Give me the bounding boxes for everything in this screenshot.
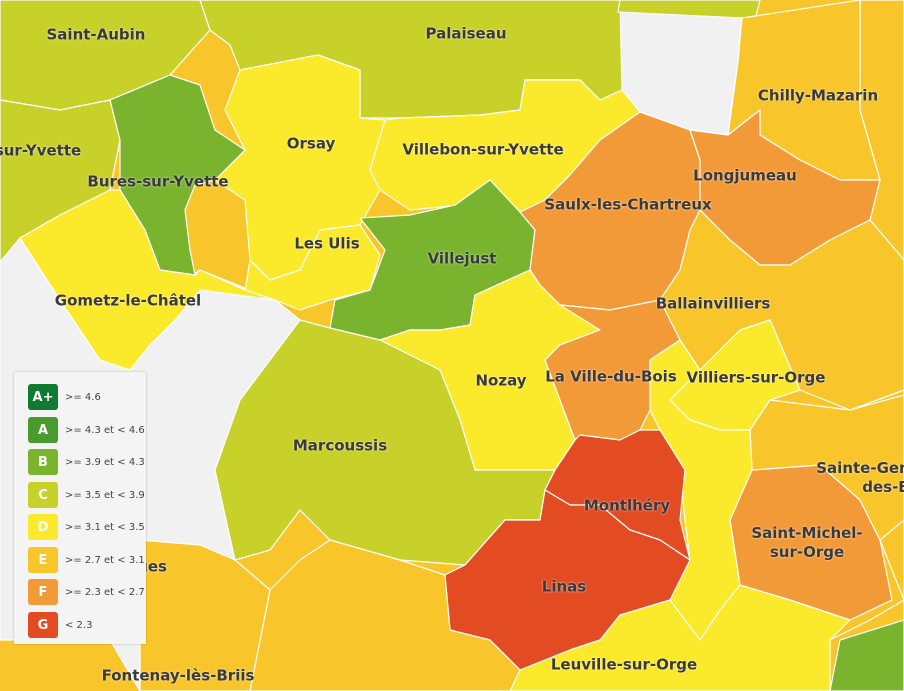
label-montlhery: Montlhéry <box>583 496 671 515</box>
region-east-green[interactable] <box>829 619 904 691</box>
legend-item-e: E >= 2.7 et < 3.1 <box>28 547 145 573</box>
legend-item-d: D >= 3.1 et < 3.5 <box>28 514 145 540</box>
legend-badge: A+ <box>28 384 58 410</box>
region-leuville[interactable] <box>509 584 851 691</box>
label-gometz: Gometz-le-Châtel <box>54 291 202 310</box>
label-nozay: Nozay <box>475 371 527 390</box>
label-villejust: Villejust <box>427 249 497 268</box>
legend-item-f: F >= 2.3 et < 2.7 <box>28 579 145 605</box>
legend-range: >= 2.7 et < 3.1 <box>65 554 145 566</box>
region-gometz[interactable] <box>19 189 276 371</box>
label-palaiseau: Palaiseau <box>425 24 507 43</box>
region-ges[interactable] <box>139 539 271 691</box>
label-saulx: Saulx-les-Chartreux <box>544 195 712 214</box>
legend-panel: A+ >= 4.6 A >= 4.3 et < 4.6 B >= 3.9 et … <box>14 372 146 644</box>
legend-range: >= 3.9 et < 4.3 <box>65 456 145 468</box>
legend-item-b: B >= 3.9 et < 4.3 <box>28 449 145 475</box>
legend-range: < 2.3 <box>65 619 93 631</box>
label-fontenay: Fontenay-lès-Briis <box>101 666 255 685</box>
label-orsay: Orsay <box>286 134 336 153</box>
label-les-ulis: Les Ulis <box>294 234 360 253</box>
label-longjumeau: Longjumeau <box>693 166 797 185</box>
label-chilly-mazarin: Chilly-Mazarin <box>757 86 879 105</box>
legend-item-c: C >= 3.5 et < 3.9 <box>28 482 145 508</box>
legend-badge: A <box>28 417 58 443</box>
label-linas: Linas <box>541 577 587 596</box>
label-sur-yvette: sur-Yvette <box>0 141 82 160</box>
region-fontenay[interactable] <box>249 539 521 691</box>
label-ballainvilliers: Ballainvilliers <box>655 294 771 313</box>
legend-badge: C <box>28 482 58 508</box>
legend-range: >= 2.3 et < 2.7 <box>65 586 145 598</box>
legend-item-a: A >= 4.3 et < 4.6 <box>28 417 145 443</box>
legend-badge: F <box>28 579 58 605</box>
label-leuville: Leuville-sur-Orge <box>550 655 698 674</box>
label-marcoussis: Marcoussis <box>292 436 388 455</box>
label-ville-du-bois: La Ville-du-Bois <box>545 367 677 386</box>
legend-badge: B <box>28 449 58 475</box>
legend-badge: E <box>28 547 58 573</box>
label-villiers: Villiers-sur-Orge <box>686 368 826 387</box>
legend-range: >= 3.5 et < 3.9 <box>65 489 145 501</box>
legend-item-a-plus: A+ >= 4.6 <box>28 384 101 410</box>
label-villebon: Villebon-sur-Yvette <box>402 140 564 159</box>
label-sainte-gen: Sainte-Gen des-B <box>816 459 904 496</box>
label-bures: Bures-sur-Yvette <box>87 172 229 191</box>
legend-range: >= 3.1 et < 3.5 <box>65 521 145 533</box>
legend-badge: D <box>28 514 58 540</box>
legend-range: >= 4.3 et < 4.6 <box>65 424 145 436</box>
legend-badge: G <box>28 612 58 638</box>
legend-item-g: G < 2.3 <box>28 612 92 638</box>
legend-range: >= 4.6 <box>65 391 101 403</box>
label-saint-michel: Saint-Michel- sur-Orge <box>751 524 863 561</box>
label-saint-aubin: Saint-Aubin <box>46 25 146 44</box>
